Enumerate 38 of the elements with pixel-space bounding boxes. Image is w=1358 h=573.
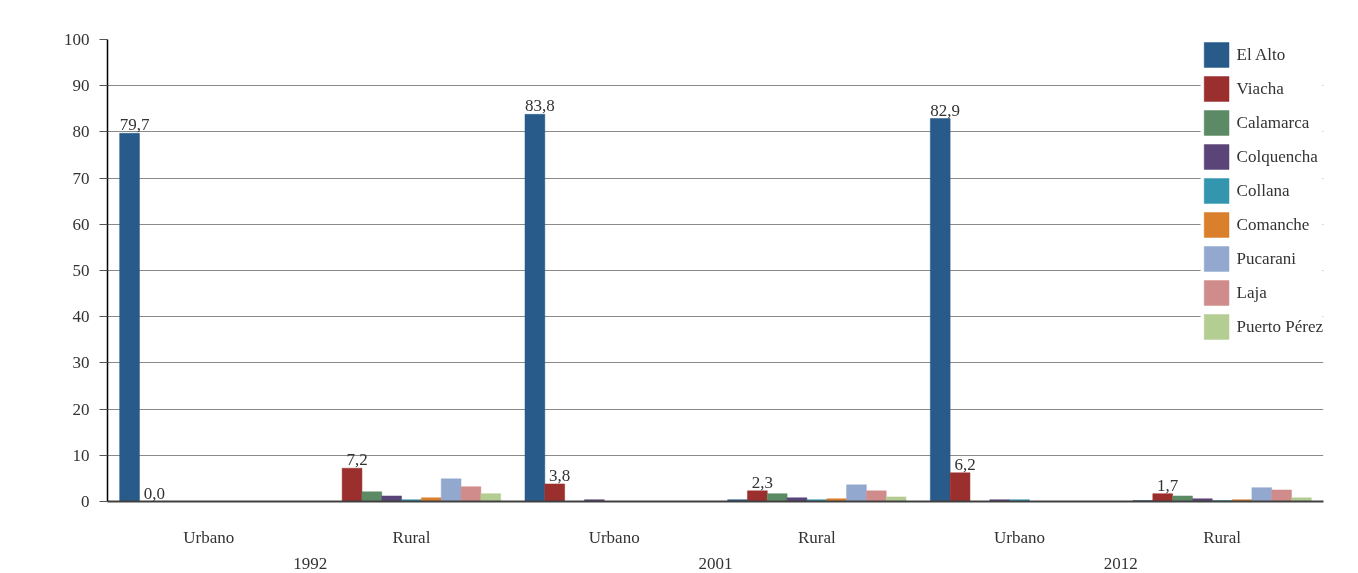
data-label: 3,8 [549, 465, 571, 485]
y-tick-label: 50 [72, 261, 90, 280]
x-tick-label: Rural [1203, 527, 1242, 547]
legend-label: Pucarani [1236, 248, 1297, 269]
data-label: 6,2 [954, 454, 976, 474]
y-tick-label: 100 [64, 30, 90, 49]
data-label: 79,7 [119, 115, 150, 135]
legend-label: Comanche [1236, 214, 1310, 235]
legend-label: Viacha [1236, 78, 1284, 99]
y-tick-label: 90 [72, 76, 90, 96]
text: 1992 [293, 553, 328, 573]
y-tick-label: 60 [72, 214, 90, 234]
legend-label: Laja [1236, 282, 1267, 303]
text: 2012 [1103, 553, 1138, 573]
x-tick-label: Urbano [183, 527, 235, 547]
y-tick-label: 80 [72, 122, 90, 142]
data-label: 82,9 [930, 100, 961, 120]
x-tick-label: Urbano [994, 527, 1045, 547]
data-label: 7,2 [346, 450, 368, 470]
y-tick-label: 30 [72, 353, 90, 373]
y-tick-label: 20 [72, 399, 90, 419]
data-label: 83,8 [525, 96, 555, 116]
legend-label: Colquencha [1236, 146, 1318, 167]
y-tick-label: 70 [72, 168, 90, 188]
data-label: 0,0 [143, 483, 166, 503]
legend-label: El Alto [1236, 44, 1286, 65]
legend-label: Collana [1236, 180, 1290, 201]
x-tick-label: Urbano [588, 527, 640, 547]
x-tick-label: Rural [797, 527, 836, 547]
y-tick-label: 40 [72, 307, 90, 327]
y-tick-label: 0 [81, 492, 90, 511]
legend-label: Calamarca [1236, 112, 1310, 133]
text: 2001 [698, 553, 733, 573]
x-tick-label: Rural [392, 527, 431, 547]
data-label: 1,7 [1157, 475, 1179, 495]
data-label: 2,3 [751, 472, 774, 492]
legend-label: Puerto Pérez [1236, 316, 1323, 337]
y-tick-label: 10 [72, 445, 90, 465]
